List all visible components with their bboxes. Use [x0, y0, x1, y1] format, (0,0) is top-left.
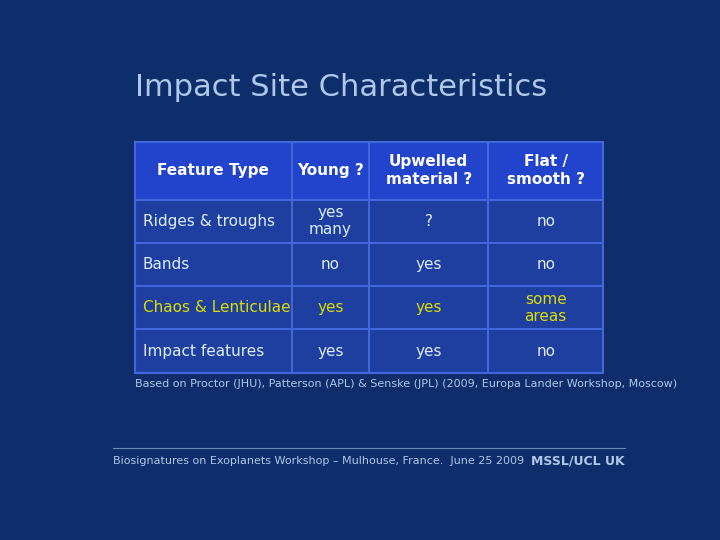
Text: Biosignatures on Exoplanets Workshop – Mulhouse, France.  June 25 2009: Biosignatures on Exoplanets Workshop – M… [113, 456, 524, 465]
Text: no: no [536, 343, 555, 359]
Text: MSSL/UCL UK: MSSL/UCL UK [531, 454, 625, 467]
Text: Impact features: Impact features [143, 343, 264, 359]
Text: Young ?: Young ? [297, 163, 364, 178]
Text: no: no [536, 257, 555, 272]
Bar [135, 142, 603, 373]
Text: yes: yes [317, 343, 343, 359]
Text: Flat /
smooth ?: Flat / smooth ? [507, 154, 585, 187]
Text: Upwelled
material ?: Upwelled material ? [385, 154, 472, 187]
Text: yes: yes [415, 257, 442, 272]
Text: yes
many: yes many [309, 205, 352, 238]
Bar [135, 142, 603, 200]
Text: Ridges & troughs: Ridges & troughs [143, 214, 275, 229]
Text: some
areas: some areas [525, 292, 567, 324]
Text: ?: ? [425, 214, 433, 229]
Text: Based on Proctor (JHU), Patterson (APL) & Senske (JPL) (2009, Europa Lander Work: Based on Proctor (JHU), Patterson (APL) … [135, 379, 677, 389]
Text: no: no [536, 214, 555, 229]
Text: Feature Type: Feature Type [158, 163, 269, 178]
Text: no: no [321, 257, 340, 272]
Text: Impact Site Characteristics: Impact Site Characteristics [135, 73, 547, 103]
Text: yes: yes [415, 300, 442, 315]
Text: yes: yes [317, 300, 343, 315]
Text: Bands: Bands [143, 257, 190, 272]
Text: yes: yes [415, 343, 442, 359]
Text: Chaos & Lenticulae: Chaos & Lenticulae [143, 300, 290, 315]
